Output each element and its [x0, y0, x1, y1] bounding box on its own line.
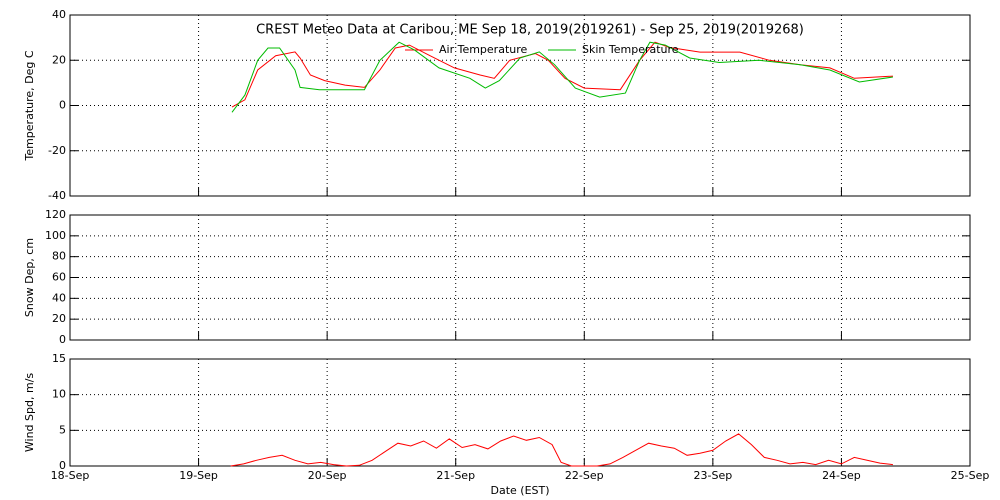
y-tick-label: 0 [59, 99, 66, 112]
x-tick-label: 20-Sep [308, 469, 347, 482]
x-tick-label: 24-Sep [822, 469, 861, 482]
plot-frame [69, 358, 971, 467]
y-tick-label: 5 [59, 423, 66, 436]
data-line [231, 41, 893, 108]
x-tick-label: 23-Sep [694, 469, 733, 482]
y-tick-label: 10 [52, 388, 66, 401]
y-tick-label: -40 [48, 189, 66, 202]
y-axis-label: Temperature, Deg C [23, 50, 36, 161]
y-tick-label: 100 [45, 229, 66, 242]
y-tick-label: 15 [52, 352, 66, 365]
chart-title: CREST Meteo Data at Caribou, ME Sep 18, … [256, 23, 804, 38]
y-tick-label: 120 [45, 208, 66, 221]
x-tick-label: 21-Sep [436, 469, 475, 482]
y-tick-label: 0 [59, 333, 66, 346]
y-tick-label: 80 [52, 250, 66, 263]
data-line [230, 433, 893, 467]
y-tick-label: -20 [48, 144, 66, 157]
x-tick-label: 18-Sep [51, 469, 90, 482]
x-tick-label: 19-Sep [179, 469, 218, 482]
y-tick-label: 40 [52, 291, 66, 304]
x-tick-label: 25-Sep [951, 469, 990, 482]
x-tick-label: 22-Sep [565, 469, 604, 482]
y-tick-label: 60 [52, 271, 66, 284]
y-tick-label: 0 [59, 459, 66, 472]
legend-label: Air Temperature [439, 43, 528, 56]
y-tick-label: 40 [52, 8, 66, 21]
legend-label: Skin Temperature [582, 43, 679, 56]
data-line [231, 41, 893, 113]
y-tick-label: 20 [52, 312, 66, 325]
y-axis-label: Wind Spd, m/s [23, 373, 36, 453]
y-axis-label: Snow Dep, cm [23, 238, 36, 317]
x-axis-label: Date (EST) [490, 484, 549, 497]
y-tick-label: 20 [52, 53, 66, 66]
